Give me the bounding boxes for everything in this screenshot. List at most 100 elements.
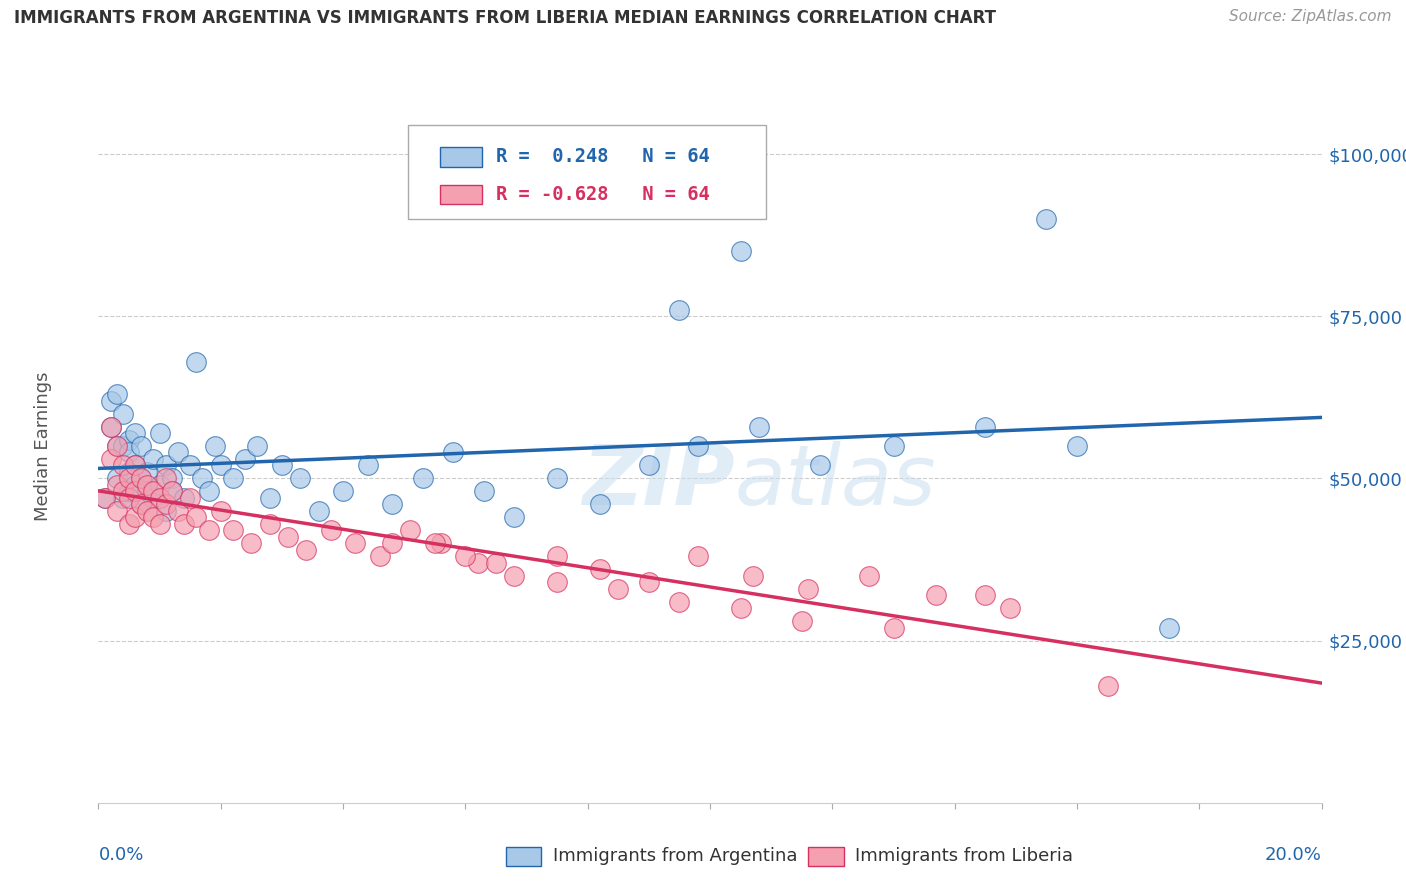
Point xyxy=(546,575,568,590)
Point xyxy=(246,439,269,453)
Point xyxy=(124,458,146,473)
Point xyxy=(546,549,568,564)
Text: 0.0%: 0.0% xyxy=(98,846,143,863)
Point xyxy=(186,510,208,524)
Point xyxy=(118,445,141,459)
Point xyxy=(332,484,354,499)
Point xyxy=(319,524,342,538)
Point xyxy=(93,491,115,505)
Point xyxy=(423,536,446,550)
Point xyxy=(118,491,141,505)
Point xyxy=(441,445,464,459)
Point xyxy=(209,504,232,518)
Point xyxy=(155,458,177,473)
Point xyxy=(155,497,177,511)
Point xyxy=(974,588,997,602)
Point xyxy=(503,568,526,582)
Point xyxy=(209,458,232,473)
Text: Immigrants from Argentina: Immigrants from Argentina xyxy=(553,847,797,865)
Point xyxy=(308,504,330,518)
Point xyxy=(111,491,134,505)
Point xyxy=(222,471,245,485)
Point xyxy=(160,484,183,499)
Point xyxy=(100,452,122,467)
Point xyxy=(173,516,195,531)
Point xyxy=(686,549,709,564)
Point xyxy=(197,524,219,538)
Point xyxy=(136,478,159,492)
Point xyxy=(998,601,1021,615)
Point xyxy=(111,458,134,473)
Point xyxy=(111,407,134,421)
Point xyxy=(430,536,453,550)
Text: Immigrants from Liberia: Immigrants from Liberia xyxy=(855,847,1073,865)
Point xyxy=(124,458,146,473)
Point xyxy=(179,458,201,473)
Point xyxy=(233,452,256,467)
Point xyxy=(173,491,195,505)
Point xyxy=(149,516,172,531)
Point xyxy=(191,471,214,485)
Point xyxy=(808,458,831,473)
Point xyxy=(129,497,152,511)
Point xyxy=(155,471,177,485)
Point xyxy=(142,452,165,467)
Point xyxy=(124,484,146,499)
Text: ZIP: ZIP xyxy=(582,442,734,522)
Point xyxy=(412,471,434,485)
Point xyxy=(1157,621,1180,635)
Text: atlas: atlas xyxy=(734,442,936,522)
Text: Median Earnings: Median Earnings xyxy=(34,371,52,521)
Point xyxy=(1097,679,1119,693)
Point xyxy=(129,471,152,485)
Point xyxy=(797,582,820,596)
Point xyxy=(270,458,292,473)
Point xyxy=(142,491,165,505)
Point xyxy=(607,582,630,596)
Point xyxy=(129,471,152,485)
Point xyxy=(129,439,152,453)
Point xyxy=(118,465,141,479)
Point xyxy=(105,478,128,492)
Point xyxy=(160,471,183,485)
Point xyxy=(259,491,281,505)
Point xyxy=(858,568,880,582)
Point xyxy=(472,484,495,499)
Point xyxy=(668,595,690,609)
Point xyxy=(637,575,661,590)
Point xyxy=(883,621,905,635)
Point xyxy=(167,445,190,459)
Point xyxy=(136,504,159,518)
Point xyxy=(974,419,997,434)
Point xyxy=(118,516,141,531)
Point xyxy=(344,536,367,550)
Text: R = -0.628   N = 64: R = -0.628 N = 64 xyxy=(496,185,710,204)
Point xyxy=(546,471,568,485)
Point xyxy=(105,471,128,485)
Point xyxy=(197,484,219,499)
Point xyxy=(668,302,690,317)
Point xyxy=(105,504,128,518)
Point xyxy=(589,562,612,576)
Point xyxy=(136,465,159,479)
Point xyxy=(100,419,122,434)
Point xyxy=(454,549,477,564)
Point xyxy=(118,433,141,447)
Point xyxy=(730,601,752,615)
Text: 20.0%: 20.0% xyxy=(1265,846,1322,863)
Point xyxy=(381,497,404,511)
Point xyxy=(149,478,172,492)
Point xyxy=(485,556,508,570)
Point xyxy=(118,484,141,499)
Point xyxy=(100,393,122,408)
Point xyxy=(111,439,134,453)
Point xyxy=(290,471,312,485)
Point xyxy=(142,484,165,499)
Point xyxy=(399,524,422,538)
Point xyxy=(748,419,770,434)
Point xyxy=(277,530,299,544)
Point xyxy=(105,439,128,453)
Point xyxy=(160,484,183,499)
Text: IMMIGRANTS FROM ARGENTINA VS IMMIGRANTS FROM LIBERIA MEDIAN EARNINGS CORRELATION: IMMIGRANTS FROM ARGENTINA VS IMMIGRANTS … xyxy=(14,9,995,27)
Point xyxy=(222,524,245,538)
